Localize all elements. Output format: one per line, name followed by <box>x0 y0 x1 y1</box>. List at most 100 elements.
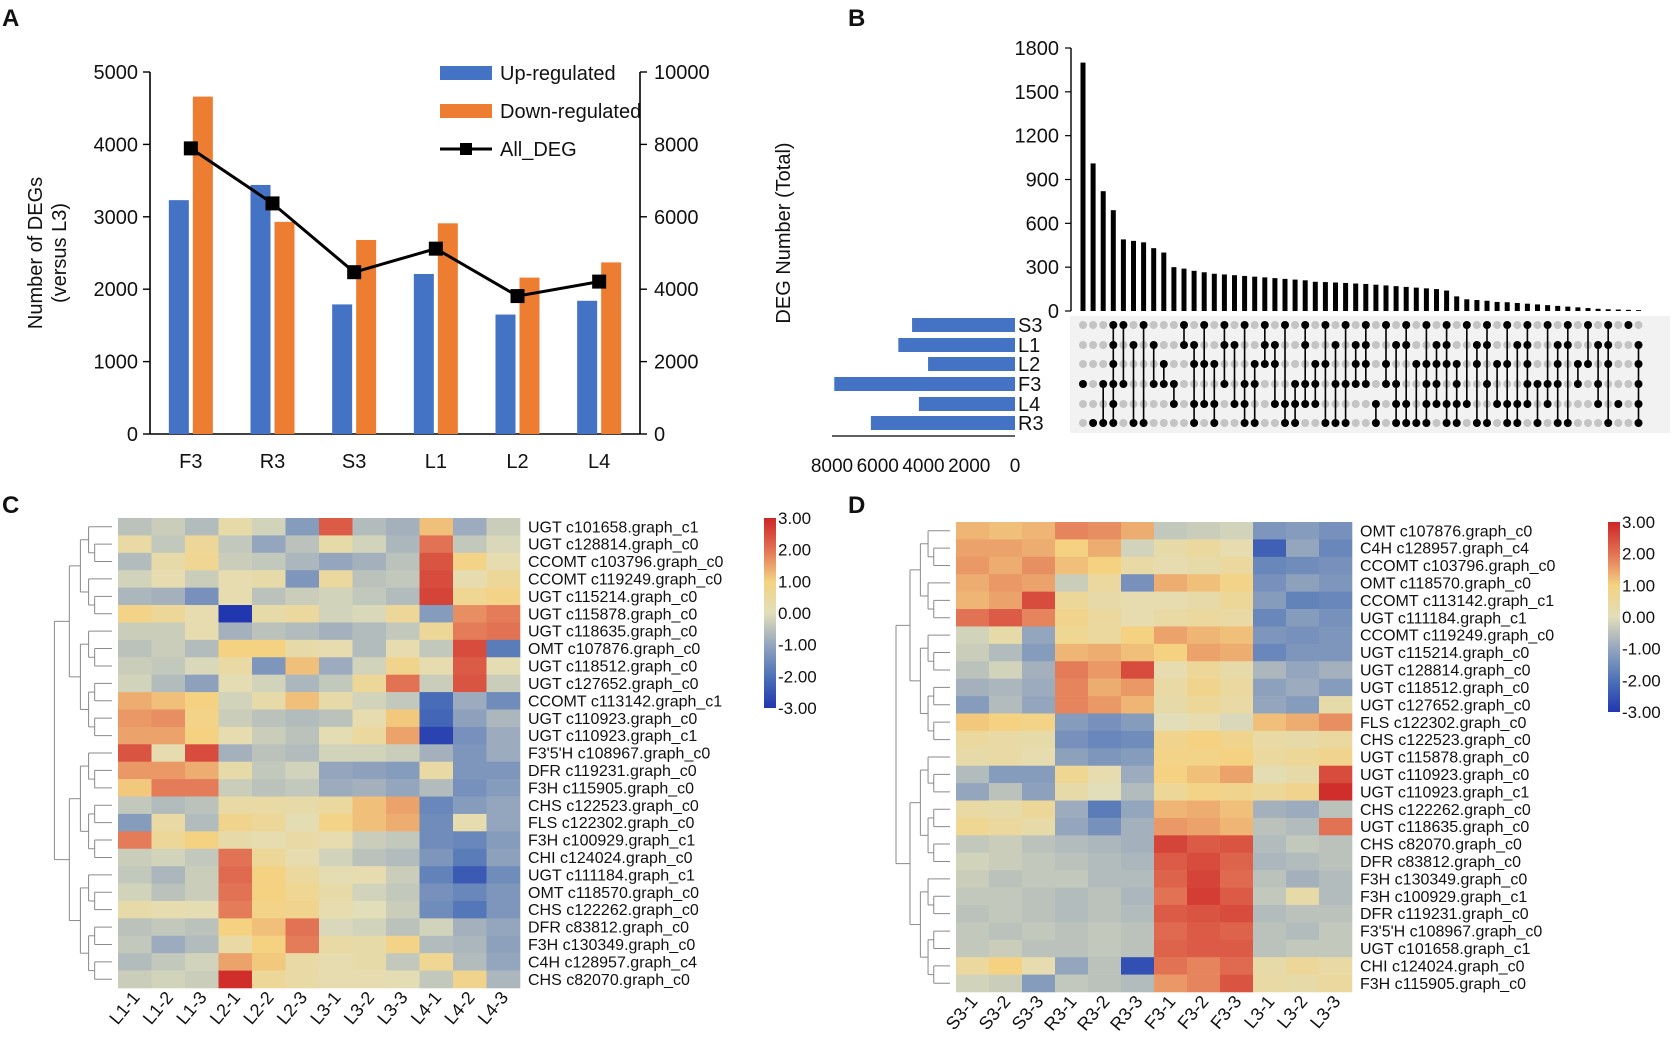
heatmap-cell <box>1121 591 1155 610</box>
x-tick-label: L2 <box>506 451 528 473</box>
heatmap-cell <box>319 622 353 641</box>
row-label: DFR c83812.graph_c0 <box>1360 854 1521 871</box>
heatmap-cell <box>218 552 253 571</box>
heatmap-cell <box>352 779 387 797</box>
heatmap-cell <box>151 813 186 832</box>
heatmap-cell <box>1055 730 1089 749</box>
heatmap-cell <box>956 574 990 592</box>
heatmap-cell <box>1154 696 1188 714</box>
matrix-dot-off <box>1331 321 1340 329</box>
heatmap-cell <box>486 744 521 763</box>
matrix-dot-off <box>1250 321 1259 329</box>
y-axis-label-line1: Number of DEGs <box>25 177 47 329</box>
intersection-bar <box>1555 305 1561 311</box>
heatmap-cell <box>319 953 353 971</box>
heatmap-cell <box>185 866 219 884</box>
heatmap-cell <box>386 639 420 658</box>
heatmap-cell <box>185 883 219 902</box>
heatmap-cell <box>1286 556 1320 575</box>
heatmap-cell <box>285 970 320 989</box>
y2-axis-label: DEG Number (Total) <box>773 142 795 323</box>
column-label: L4-2 <box>440 988 478 1028</box>
row-label: CCOMT c103796.graph_c0 <box>1360 558 1555 575</box>
heatmap-cell <box>453 953 487 971</box>
y-tick-label-left: 1000 <box>94 352 139 374</box>
heatmap-cell <box>352 831 387 850</box>
heatmap-cell <box>252 866 286 884</box>
heatmap-cell <box>486 831 521 850</box>
matrix-dot-off <box>1169 360 1178 368</box>
heatmap-cell <box>1319 522 1353 540</box>
intersection-bar <box>1191 270 1197 311</box>
intersection-bar <box>1434 289 1439 311</box>
heatmap-cell <box>486 570 521 588</box>
heatmap-cell <box>285 900 320 919</box>
heatmap-cell <box>1121 800 1155 819</box>
heatmap-cell <box>486 848 521 867</box>
heatmap-cell <box>252 622 286 641</box>
intersection-bar <box>1343 282 1349 311</box>
heatmap-cell <box>956 800 990 819</box>
matrix-dot-on <box>1614 400 1623 408</box>
colorbar-tick-label: 1.00 <box>778 572 811 591</box>
row-label: UGT c127652.graph_c0 <box>528 676 699 693</box>
heatmap-cell <box>453 744 487 763</box>
heatmap-cell <box>151 779 186 797</box>
heatmap-cell <box>352 970 387 989</box>
bar-up-regulated <box>413 273 434 434</box>
heatmap-cell <box>989 835 1023 854</box>
row-label: UGT c128814.graph_c0 <box>1360 663 1531 680</box>
colorbar-tick-label: -1.00 <box>1622 640 1661 659</box>
heatmap-cell <box>453 657 487 675</box>
heatmap-cell <box>486 883 521 902</box>
heatmap-cell <box>1121 539 1155 558</box>
heatmap-cell <box>1121 713 1155 732</box>
heatmap-cell <box>989 574 1023 592</box>
legend-swatch-up <box>440 66 492 80</box>
matrix-dot-off <box>1169 341 1178 349</box>
heatmap-cell <box>1088 609 1122 627</box>
heatmap-cell <box>1121 939 1155 958</box>
heatmap-cell <box>1253 817 1287 836</box>
heatmap-cell <box>1154 939 1188 958</box>
heatmap-cell <box>1220 835 1254 854</box>
heatmap-cell <box>352 692 387 710</box>
heatmap-cell <box>1022 922 1056 941</box>
heatmap-cell <box>1319 696 1353 714</box>
heatmap-cell <box>151 639 186 658</box>
heatmap-cell <box>386 692 420 710</box>
heatmap-cell <box>319 779 353 797</box>
colorbar-tick-label: -3.00 <box>778 699 817 718</box>
heatmap-cell <box>989 817 1023 836</box>
matrix-dot-off <box>1573 321 1582 329</box>
heatmap-cell <box>1055 574 1089 592</box>
heatmap-cell <box>218 761 253 780</box>
heatmap-cell <box>1055 835 1089 854</box>
heatmap-cell <box>1154 574 1188 592</box>
matrix-dot-off <box>1513 321 1522 329</box>
heatmap-cell <box>1187 539 1221 558</box>
heatmap-cell <box>118 848 152 867</box>
heatmap-cell <box>1121 696 1155 714</box>
heatmap-cell <box>956 957 990 975</box>
heatmap-cell <box>989 922 1023 941</box>
matrix-dot-off <box>1220 419 1229 427</box>
heatmap-cell <box>285 779 320 797</box>
heatmap-cell <box>1055 539 1089 558</box>
heatmap-cell <box>486 692 521 710</box>
column-label: L3-3 <box>1306 992 1344 1032</box>
heatmap-cell <box>1253 835 1287 854</box>
heatmap-cell <box>1220 609 1254 627</box>
matrix-dot-off <box>1523 419 1532 427</box>
heatmap-cell <box>1187 939 1221 958</box>
heatmap-cell <box>285 918 320 937</box>
heatmap-cell <box>486 866 521 884</box>
row-label: OMT c107876.graph_c0 <box>528 641 700 658</box>
heatmap-cell <box>1286 609 1320 627</box>
heatmap-cell <box>1286 748 1320 767</box>
heatmap-cell <box>1286 574 1320 592</box>
heatmap-cell <box>486 761 521 780</box>
heatmap-cell <box>1253 678 1287 697</box>
bar-up-regulated <box>250 184 271 434</box>
